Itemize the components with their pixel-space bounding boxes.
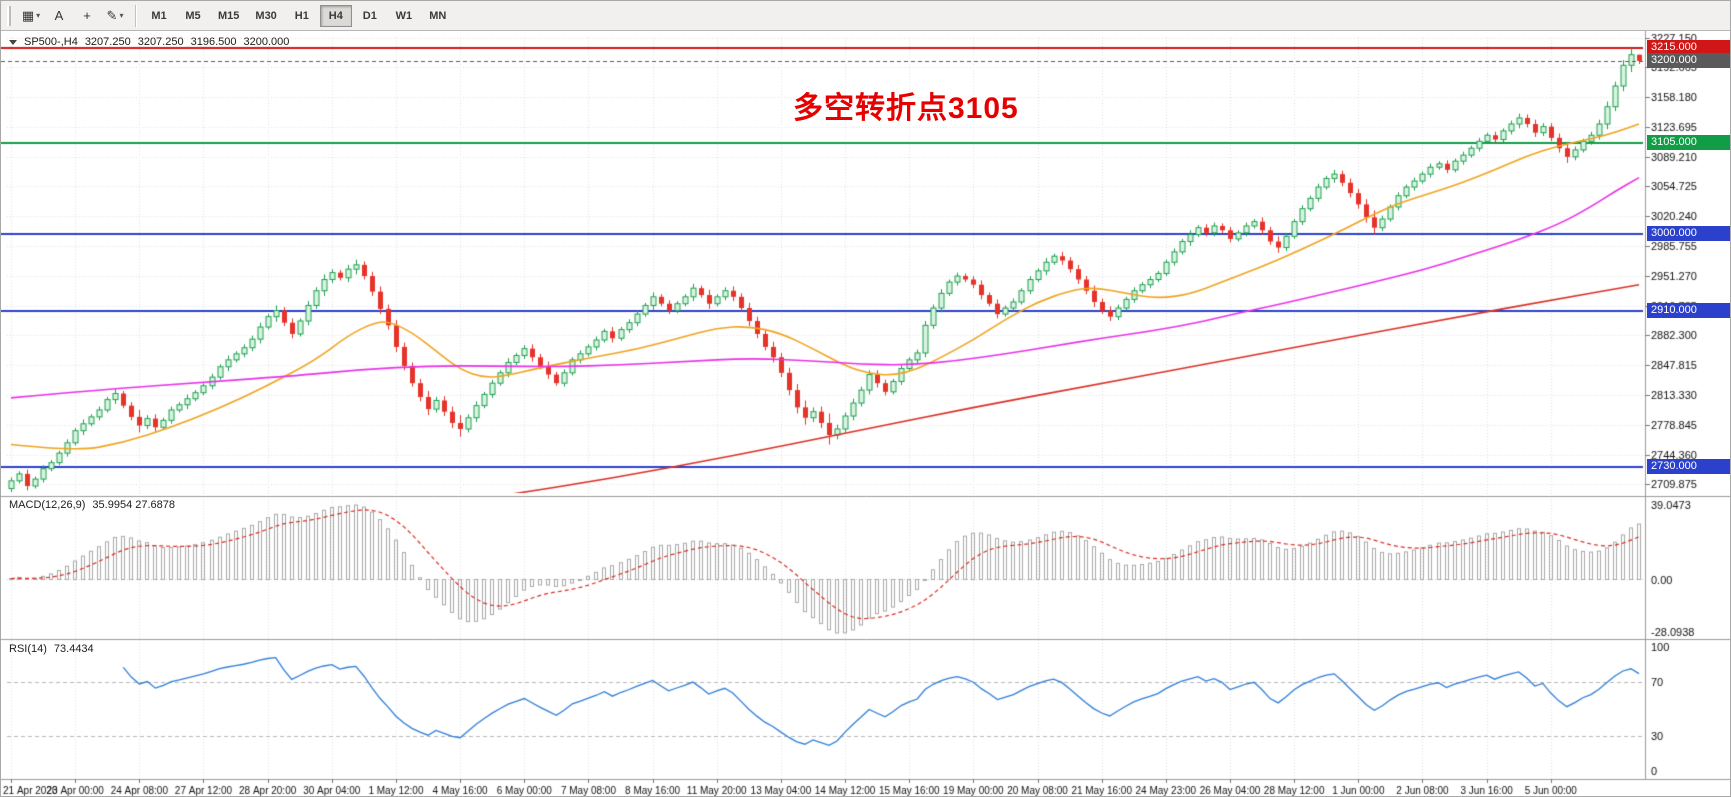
toolbar-separator bbox=[135, 4, 136, 27]
chart-window: SP500-,H4 3207.250 3207.250 3196.500 320… bbox=[1, 31, 1730, 796]
ohlc-close: 3200.000 bbox=[243, 36, 290, 48]
crosshair-icon: + bbox=[83, 8, 91, 23]
chart-type-icon: ▦ bbox=[21, 7, 35, 23]
rsi-header: RSI(14) 73.4434 bbox=[9, 643, 94, 655]
price-level-badge: 3105.000 bbox=[1647, 135, 1730, 151]
chart-annotation[interactable]: 多空转折点3105 bbox=[793, 92, 1019, 125]
macd-values: 35.9954 27.6878 bbox=[92, 499, 176, 511]
crosshair-button[interactable]: + bbox=[73, 4, 101, 28]
collapse-arrow-icon[interactable] bbox=[9, 39, 17, 45]
timeframe-button-d1[interactable]: D1 bbox=[354, 5, 386, 27]
current-price-badge: 3200.000 bbox=[1647, 52, 1730, 68]
main-toolbar: ▦ ▾ A + ✎ ▾ M1 M5 M15 M30 H1 H4 D1 W1 MN bbox=[1, 1, 1730, 31]
rsi-value: 73.4434 bbox=[53, 643, 94, 655]
symbol-label: SP500-,H4 bbox=[24, 36, 78, 48]
timeframe-button-m1[interactable]: M1 bbox=[143, 5, 175, 27]
caret-down-icon: ▾ bbox=[119, 11, 124, 20]
price-level-badge: 3000.000 bbox=[1647, 225, 1730, 241]
ohlc-open: 3207.250 bbox=[84, 36, 131, 48]
timeframe-button-w1[interactable]: W1 bbox=[388, 5, 420, 27]
ohlc-high: 3207.250 bbox=[137, 36, 184, 48]
price-chart-canvas[interactable] bbox=[1, 31, 1730, 796]
timeframe-button-h1[interactable]: H1 bbox=[286, 5, 318, 27]
price-level-badge: 2730.000 bbox=[1647, 458, 1730, 474]
toolbar-tools-group: ▦ ▾ A + ✎ ▾ bbox=[17, 4, 129, 28]
draw-tools-button[interactable]: ✎ ▾ bbox=[101, 4, 129, 28]
text-annotation-icon: A bbox=[54, 8, 64, 23]
chart-ohlc-header: SP500-,H4 3207.250 3207.250 3196.500 320… bbox=[9, 36, 289, 48]
macd-title: MACD(12,26,9) bbox=[9, 499, 86, 511]
draw-tools-icon: ✎ bbox=[106, 7, 118, 23]
chart-type-button[interactable]: ▦ ▾ bbox=[17, 4, 45, 28]
toolbar-grip[interactable] bbox=[7, 5, 11, 26]
price-level-badge: 3215.000 bbox=[1647, 40, 1730, 55]
toolbar-timeframes-group: M1 M5 M15 M30 H1 H4 D1 W1 MN bbox=[142, 4, 455, 27]
timeframe-button-mn[interactable]: MN bbox=[422, 5, 454, 27]
timeframe-button-m30[interactable]: M30 bbox=[248, 5, 283, 27]
ohlc-low: 3196.500 bbox=[190, 36, 237, 48]
timeframe-button-m5[interactable]: M5 bbox=[177, 5, 209, 27]
caret-down-icon: ▾ bbox=[36, 11, 41, 20]
text-annotation-button[interactable]: A bbox=[45, 4, 73, 28]
timeframe-button-h4[interactable]: H4 bbox=[319, 4, 352, 27]
rsi-title: RSI(14) bbox=[9, 643, 47, 655]
price-level-badge: 2910.000 bbox=[1647, 303, 1730, 319]
macd-header: MACD(12,26,9) 35.9954 27.6878 bbox=[9, 499, 175, 511]
timeframe-button-m15[interactable]: M15 bbox=[211, 5, 246, 27]
